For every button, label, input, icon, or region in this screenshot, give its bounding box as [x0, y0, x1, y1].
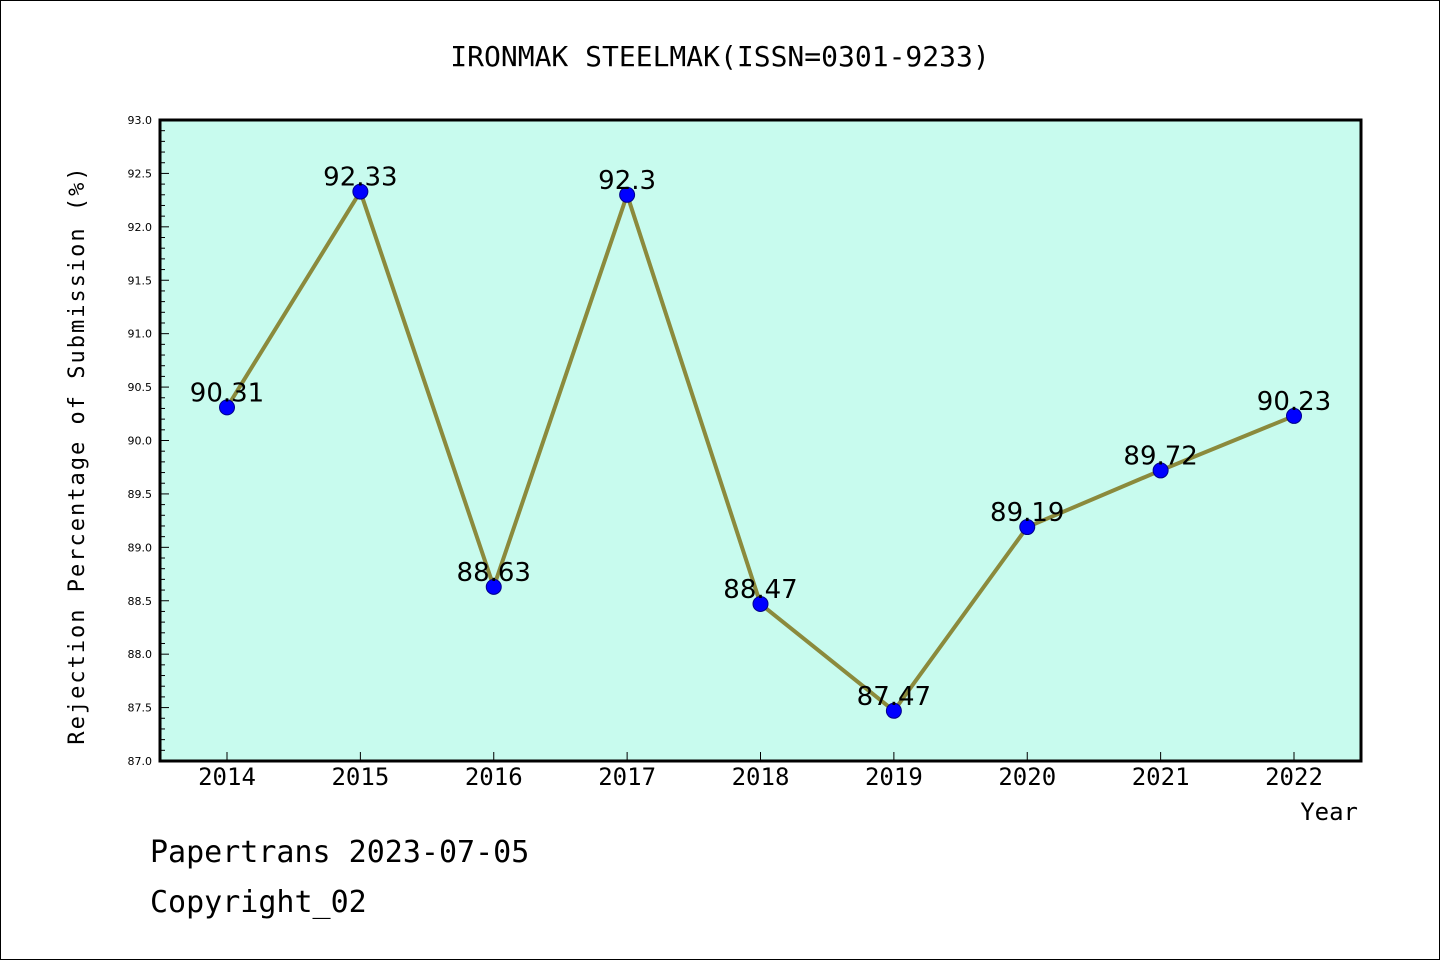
- x-tick-label: 2017: [598, 763, 656, 791]
- y-tick-label: 87.0: [128, 755, 153, 768]
- x-tick-label: 2016: [465, 763, 523, 791]
- data-point-marker: [885, 702, 902, 719]
- x-tick-label: 2014: [198, 763, 256, 791]
- data-label: 90.23: [1257, 387, 1331, 417]
- x-tick-label: 2020: [998, 763, 1056, 791]
- data-point-marker: [352, 183, 369, 200]
- y-tick-label: 88.5: [128, 595, 153, 608]
- data-point-marker: [1286, 407, 1302, 424]
- y-tick-label: 89.5: [128, 488, 153, 501]
- data-label: 88.47: [723, 575, 797, 605]
- x-tick-label: 2021: [1132, 763, 1190, 791]
- footer-date-line: Papertrans 2023-07-05: [150, 835, 530, 870]
- data-label: 92.33: [323, 163, 397, 193]
- y-tick-label: 91.0: [128, 328, 153, 341]
- data-label: 90.31: [190, 378, 264, 408]
- y-tick-label: 93.0: [128, 114, 153, 127]
- data-point-marker: [1019, 519, 1036, 536]
- data-point-marker: [485, 578, 502, 595]
- x-tick-label: 2022: [1265, 763, 1323, 791]
- data-label: 89.72: [1123, 441, 1197, 471]
- x-tick-label: 2019: [865, 763, 923, 791]
- y-tick-label: 90.5: [128, 381, 153, 394]
- y-tick-label: 90.0: [128, 435, 153, 448]
- plot-background: [160, 120, 1361, 761]
- y-tick-label: 92.5: [128, 167, 153, 180]
- plot-border: [158, 118, 1363, 763]
- x-tick-label: 2018: [732, 763, 790, 791]
- x-axis-label: Year: [1300, 798, 1358, 826]
- data-point-marker: [1152, 462, 1169, 479]
- data-label: 87.47: [857, 682, 931, 712]
- y-axis-label: Rejection Percentage of Submission (%): [65, 165, 90, 744]
- chart-title: IRONMAK STEELMAK(ISSN=0301-9233): [450, 40, 989, 73]
- data-label: 88.63: [457, 558, 531, 588]
- data-point-marker: [219, 399, 235, 416]
- data-label: 92.3: [598, 166, 656, 196]
- footer-copyright-line: Copyright_02: [150, 885, 367, 920]
- y-tick-label: 91.5: [128, 274, 153, 287]
- data-point-marker: [619, 186, 636, 203]
- data-label: 89.19: [990, 498, 1064, 528]
- y-tick-label: 88.0: [128, 648, 153, 661]
- y-tick-label: 92.0: [128, 221, 153, 234]
- y-tick-label: 89.0: [128, 541, 153, 554]
- x-tick-label: 2015: [331, 763, 389, 791]
- y-tick-label: 87.5: [128, 702, 153, 715]
- data-point-marker: [752, 595, 769, 612]
- plot-area: 87.0 87.5 88.0 88.5 89.0 89.5 90.0 90.5 91.0 91.5…: [128, 114, 1363, 791]
